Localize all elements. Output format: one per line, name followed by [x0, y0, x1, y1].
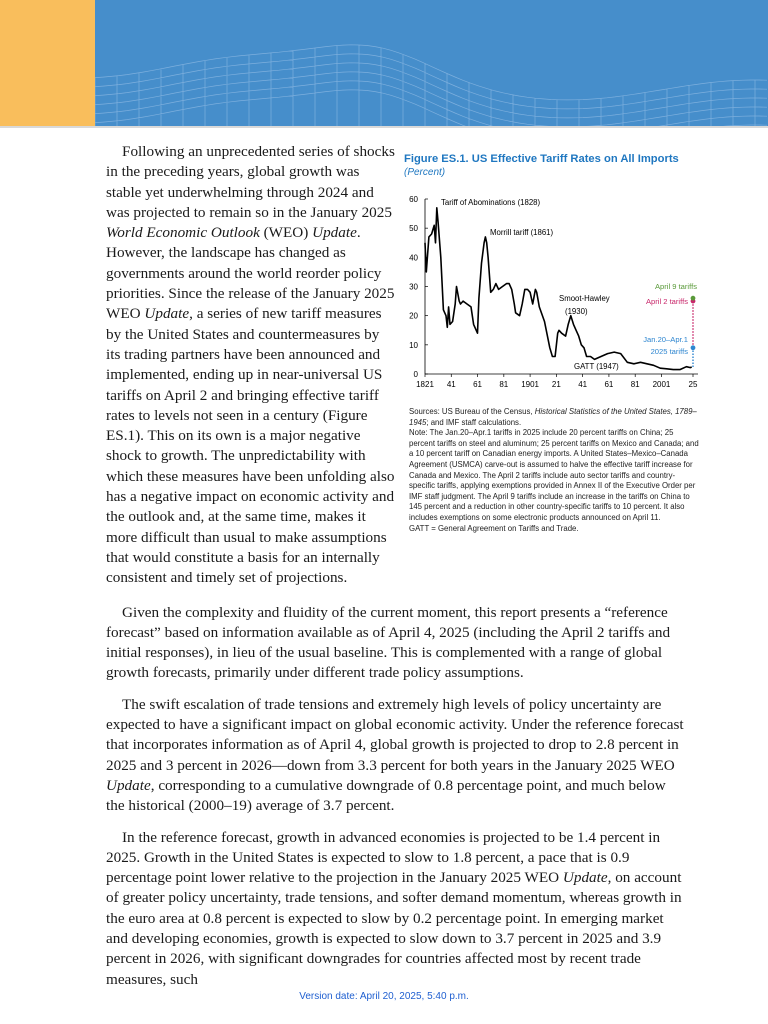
tariff-chart: 0 10 20 30 40 50 60 1821 41 61 81 1901 21 41 61 81 2001 2…: [409, 195, 698, 389]
chart-annotation: (1930): [565, 307, 588, 316]
y-tick-label: 0: [414, 370, 419, 379]
italic-title-text: Update: [144, 305, 190, 323]
intro-column: Following an unprecedented series of sho…: [106, 142, 396, 589]
paragraph-1: Following an unprecedented series of sho…: [106, 142, 396, 589]
italic-title-text: Update: [562, 869, 608, 887]
marker-label: April 9 tariffs: [655, 282, 697, 291]
x-tick-label: 81: [631, 380, 640, 389]
tariff-marker: [690, 345, 696, 351]
wireframe-lines: [95, 44, 768, 126]
x-tick-label: 1821: [416, 380, 434, 389]
paragraph-4: In the reference forecast, growth in adv…: [106, 828, 686, 990]
sources-rest: ; and IMF staff calculations.: [426, 417, 522, 427]
paragraph-text: , a series of new tariff measures by the…: [106, 305, 395, 587]
banner-orange-block: [0, 0, 95, 126]
figure-notes: Sources: US Bureau of the Census, Histor…: [400, 407, 699, 534]
italic-title-text: Update: [312, 224, 357, 242]
paragraph-text: , on account of greater policy uncertain…: [106, 869, 682, 988]
wireframe-graphic: [95, 44, 768, 126]
paragraph-text: Given the complexity and fluidity of the…: [106, 603, 671, 682]
tariff-marker: [690, 295, 696, 301]
y-tick-label: 40: [409, 253, 418, 262]
banner-divider: [0, 126, 768, 128]
figure-header: Figure ES.1. US Effective Tariff Rates o…: [400, 152, 710, 179]
tariff-rate-line: [424, 206, 693, 371]
x-tick-label: 25: [689, 380, 698, 389]
figure-title: Figure ES.1. US Effective Tariff Rates o…: [404, 153, 679, 165]
paragraph-2: Given the complexity and fluidity of the…: [106, 603, 686, 684]
body-paragraphs: Given the complexity and fluidity of the…: [106, 603, 686, 990]
y-tick-label: 10: [409, 341, 418, 350]
paragraph-text: (WEO): [259, 224, 313, 242]
y-tick-label: 50: [409, 224, 418, 233]
paragraph-3: The swift escalation of trade tensions a…: [106, 695, 686, 817]
chart-annotation: GATT (1947): [574, 362, 619, 371]
paragraph-text: Following an unprecedented series of sho…: [106, 143, 395, 221]
italic-title-text: World Economic Outlook: [106, 224, 260, 242]
sources-title: Historical Statistics of the United Stat…: [409, 407, 697, 427]
figure-note: Note: The Jan.20–Apr.1 tariffs in 2025 i…: [409, 428, 699, 522]
italic-title-text: Update: [106, 776, 151, 794]
paragraph-text: In the reference forecast, growth in adv…: [106, 828, 661, 887]
sources-label: Sources: US Bureau of the Census,: [409, 407, 535, 416]
figure-column: Figure ES.1. US Effective Tariff Rates o…: [400, 142, 710, 534]
y-tick-label: 20: [409, 312, 418, 321]
intro-row: Following an unprecedented series of sho…: [106, 142, 716, 589]
paragraph-text: . However, the landscape has changed as …: [106, 224, 395, 323]
x-tick-label: 21: [552, 380, 561, 389]
version-date: Version date: April 20, 2025, 5:40 p.m.: [299, 991, 469, 1002]
x-tick-label: 41: [447, 380, 456, 389]
marker-label: Jan.20–Apr.1: [643, 335, 688, 344]
paragraph-text: , corresponding to a cumulative downgrad…: [106, 776, 666, 815]
figure-gatt-definition: GATT = General Agreement on Tariffs and …: [409, 523, 579, 533]
figure-sources: Sources: US Bureau of the Census, Histor…: [409, 407, 699, 428]
x-tick-label: 2001: [653, 380, 671, 389]
page-content: Following an unprecedented series of sho…: [106, 142, 716, 990]
marker-label: April 2 tariffs: [646, 297, 688, 306]
paragraph-text: The swift escalation of trade tensions a…: [106, 695, 684, 774]
header-banner: [0, 0, 768, 128]
banner-wireframe-image: [95, 0, 768, 126]
chart-annotation: Tariff of Abominations (1828): [441, 198, 541, 207]
x-tick-label: 61: [604, 380, 613, 389]
x-tick-label: 61: [473, 380, 482, 389]
y-tick-label: 60: [409, 195, 418, 204]
chart-annotation: Morrill tariff (1861): [490, 228, 554, 237]
marker-label: 2025 tariffs: [651, 347, 689, 356]
x-tick-label: 1901: [521, 380, 539, 389]
y-tick-label: 30: [409, 283, 418, 292]
figure-subtitle: (Percent): [404, 167, 446, 178]
x-tick-label: 81: [499, 380, 508, 389]
chart-annotation: Smoot-Hawley: [559, 294, 610, 303]
x-tick-label: 41: [578, 380, 587, 389]
